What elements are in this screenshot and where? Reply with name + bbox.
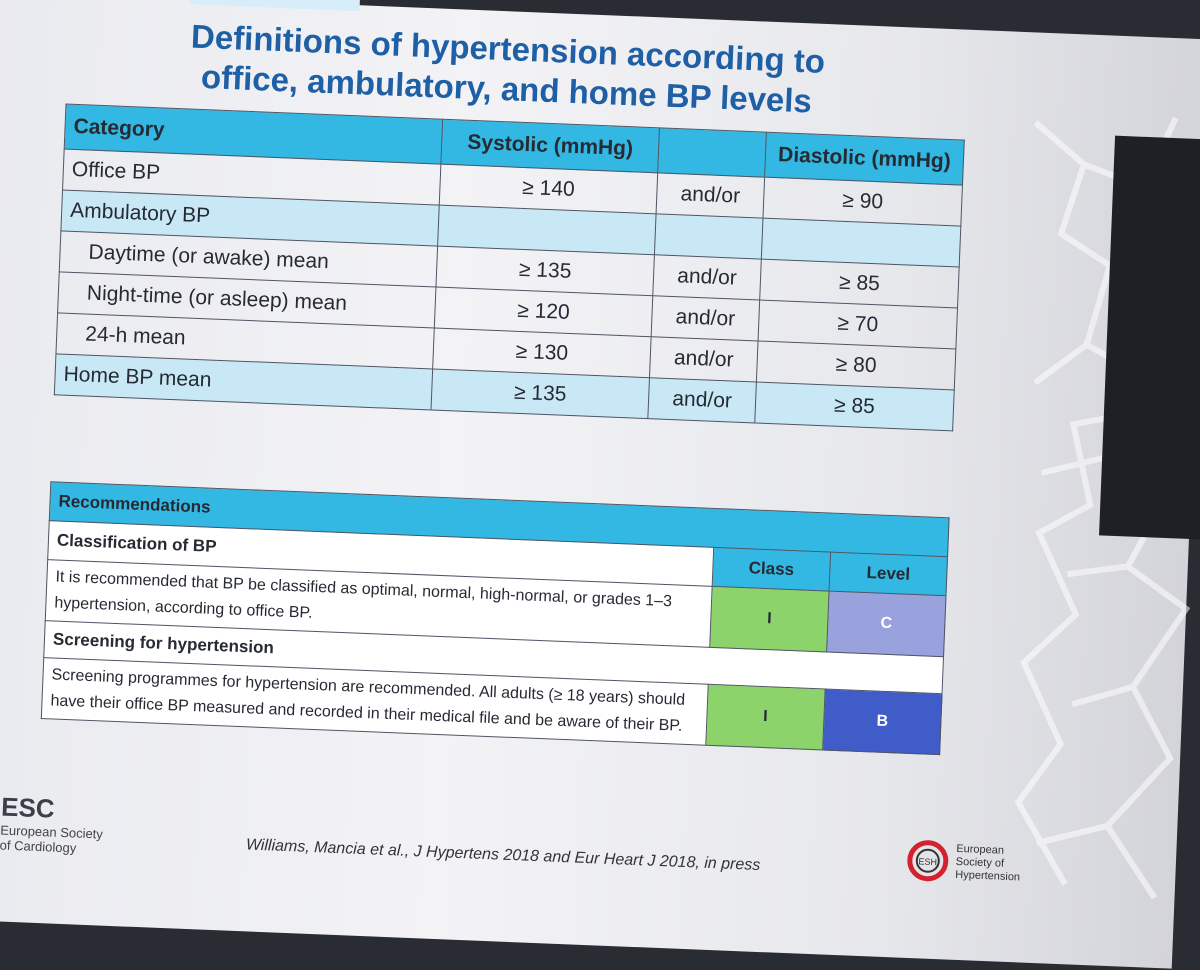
bp-definitions-table: Category Systolic (mmHg) Diastolic (mmHg… [54,104,965,432]
row-diastolic: ≥ 85 [754,381,955,431]
level-badge: B [822,688,943,755]
class-header: Class [712,547,831,592]
class-badge: I [709,586,830,653]
esh-logo-block: ESH European Society of Hypertension [905,838,1022,887]
header-middle [657,127,767,178]
recommendations-table: Recommendations Classification of BP Cla… [41,481,950,755]
esc-logo-block: ESC European Society of Cardiology [0,790,104,857]
side-screen [1099,135,1200,541]
citation: Williams, Mancia et al., J Hypertens 201… [245,836,761,875]
row-conj: and/or [652,254,762,301]
class-badge: I [705,684,826,750]
esh-abbr: ESH [918,856,937,867]
row-conj: and/or [651,295,760,342]
row-conj [654,213,763,260]
row-conj: and/or [656,172,765,219]
header-diastolic: Diastolic (mmHg) [764,132,965,186]
esh-ring-icon: ESH [907,840,949,882]
slide-title: Definitions of hypertension according to… [126,14,889,124]
esc-name: ESC [0,791,56,824]
level-badge: C [826,591,946,657]
esh-line-3: Hypertension [955,868,1021,883]
row-conj: and/or [647,377,757,423]
row-conj: and/or [649,336,759,382]
row-systolic: ≥ 135 [431,368,650,419]
slide-top-bar [189,0,361,12]
level-header: Level [829,552,948,596]
